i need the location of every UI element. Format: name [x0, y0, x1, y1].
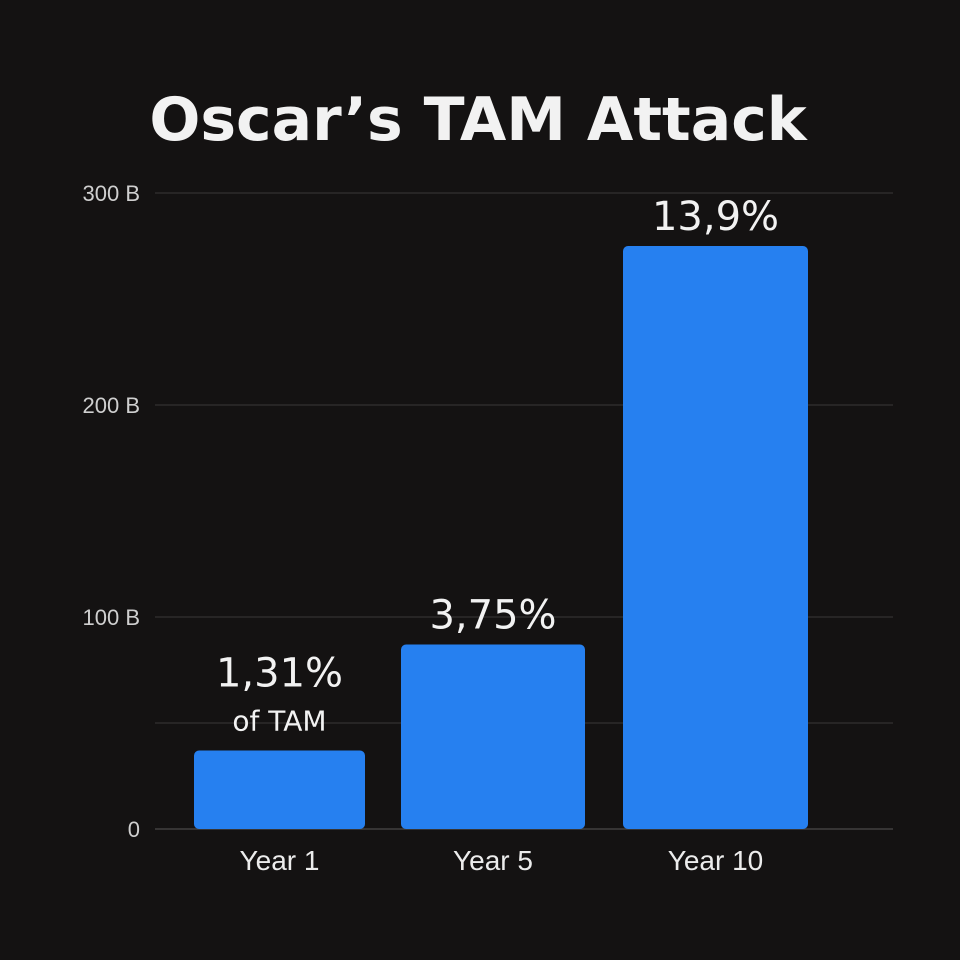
bars — [194, 246, 808, 829]
chart-title: Oscar’s TAM Attack — [149, 85, 808, 155]
bar-data-label: 1,31% — [216, 651, 343, 697]
x-axis-ticks: Year 1 Year 5 Year 10 — [240, 845, 764, 876]
x-tick-label: Year 1 — [240, 845, 320, 876]
y-tick-label: 0 — [128, 817, 140, 842]
y-tick-label: 100 B — [83, 605, 141, 630]
bar-data-label: 3,75% — [429, 593, 556, 639]
bar-data-sublabel: of TAM — [232, 705, 326, 738]
y-tick-label: 200 B — [83, 393, 141, 418]
bar-labels: 1,31% of TAM 3,75% 13,9% — [216, 194, 779, 738]
bar-year-10 — [623, 246, 808, 829]
x-tick-label: Year 5 — [453, 845, 533, 876]
bar-year-1 — [194, 750, 365, 829]
y-tick-label: 300 B — [83, 181, 141, 206]
bar-year-5 — [401, 644, 585, 829]
bar-data-label: 13,9% — [652, 194, 779, 240]
x-tick-label: Year 10 — [668, 845, 764, 876]
y-axis-ticks: 0 100 B 200 B 300 B — [83, 181, 141, 842]
